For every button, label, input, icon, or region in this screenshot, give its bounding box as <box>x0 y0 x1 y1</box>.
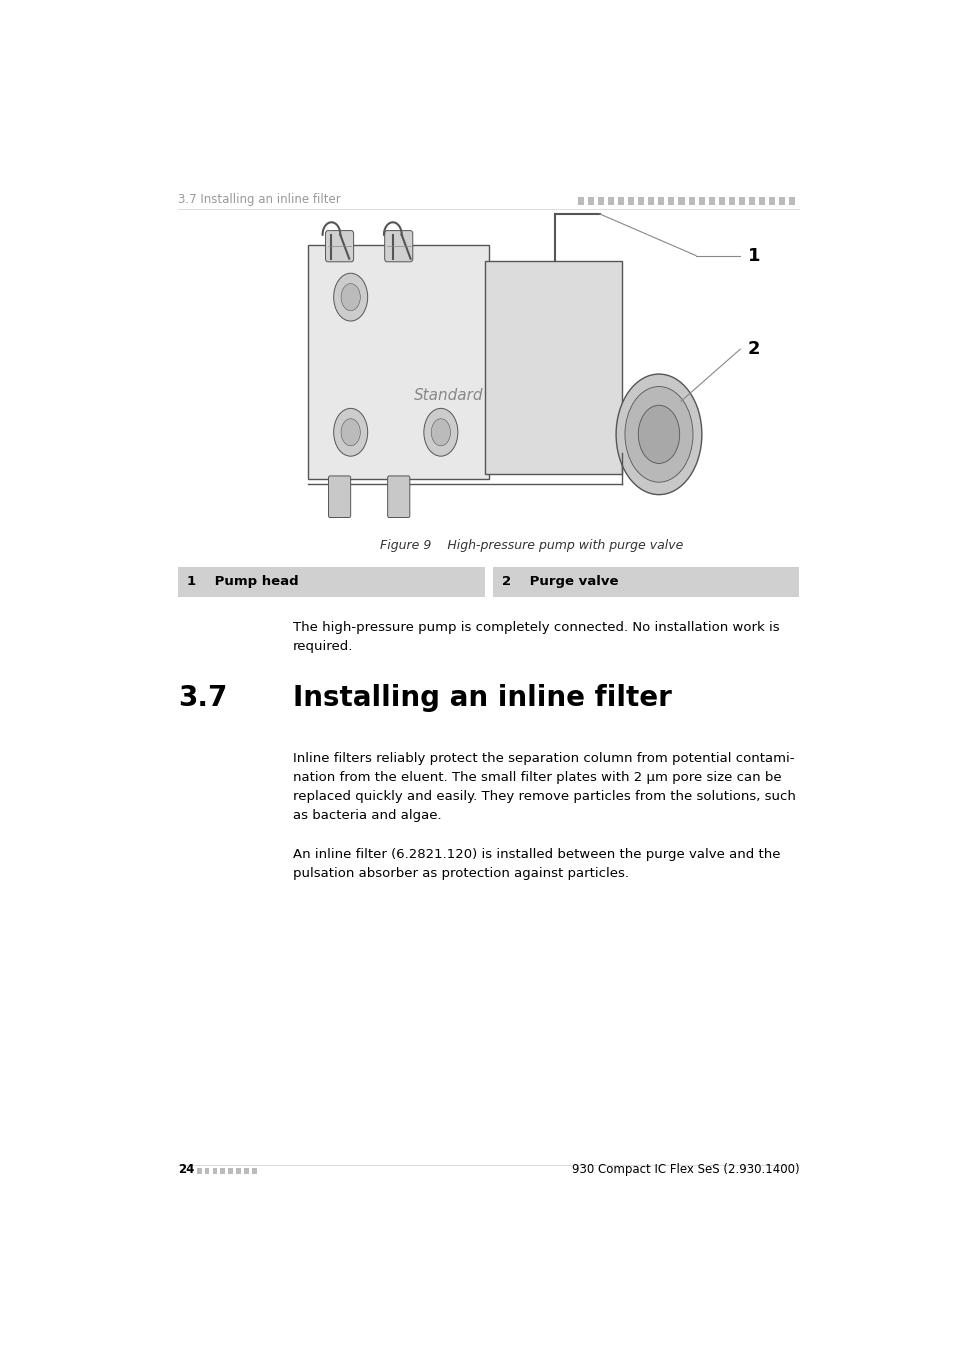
FancyBboxPatch shape <box>678 197 684 205</box>
FancyBboxPatch shape <box>698 197 704 205</box>
FancyBboxPatch shape <box>196 1168 201 1174</box>
FancyBboxPatch shape <box>205 1168 210 1174</box>
FancyBboxPatch shape <box>728 197 734 205</box>
Text: Installing an inline filter: Installing an inline filter <box>293 684 671 711</box>
FancyBboxPatch shape <box>228 1168 233 1174</box>
FancyBboxPatch shape <box>739 197 744 205</box>
FancyBboxPatch shape <box>618 197 623 205</box>
FancyBboxPatch shape <box>236 1168 240 1174</box>
FancyBboxPatch shape <box>748 197 755 205</box>
FancyBboxPatch shape <box>759 197 764 205</box>
FancyBboxPatch shape <box>627 197 634 205</box>
Circle shape <box>624 386 692 482</box>
FancyBboxPatch shape <box>244 1168 249 1174</box>
FancyBboxPatch shape <box>387 477 410 517</box>
Text: Inline filters reliably protect the separation column from potential contami-
na: Inline filters reliably protect the sepa… <box>293 752 795 822</box>
Text: 24: 24 <box>178 1162 194 1176</box>
Text: The high-pressure pump is completely connected. No installation work is
required: The high-pressure pump is completely con… <box>293 621 779 653</box>
FancyBboxPatch shape <box>252 1168 256 1174</box>
FancyBboxPatch shape <box>718 197 724 205</box>
FancyBboxPatch shape <box>668 197 674 205</box>
Text: 2    Purge valve: 2 Purge valve <box>501 575 618 589</box>
Text: 1    Pump head: 1 Pump head <box>187 575 298 589</box>
FancyBboxPatch shape <box>779 197 784 205</box>
Text: 3.7: 3.7 <box>178 684 228 711</box>
Text: An inline filter (6.2821.120) is installed between the purge valve and the
pulsa: An inline filter (6.2821.120) is install… <box>293 848 780 880</box>
Circle shape <box>341 284 360 310</box>
Circle shape <box>423 408 457 456</box>
FancyBboxPatch shape <box>485 261 621 474</box>
Text: 1: 1 <box>747 247 760 265</box>
FancyBboxPatch shape <box>384 231 413 262</box>
FancyBboxPatch shape <box>647 197 654 205</box>
Text: 3.7 Installing an inline filter: 3.7 Installing an inline filter <box>178 193 341 205</box>
FancyBboxPatch shape <box>598 197 603 205</box>
Text: Figure 9    High-pressure pump with purge valve: Figure 9 High-pressure pump with purge v… <box>379 540 682 552</box>
FancyBboxPatch shape <box>308 246 488 479</box>
FancyBboxPatch shape <box>325 231 354 262</box>
Text: 930 Compact IC Flex SeS (2.930.1400): 930 Compact IC Flex SeS (2.930.1400) <box>571 1162 799 1176</box>
FancyBboxPatch shape <box>708 197 714 205</box>
Circle shape <box>431 418 450 446</box>
Circle shape <box>616 374 701 494</box>
FancyBboxPatch shape <box>768 197 775 205</box>
Circle shape <box>341 418 360 446</box>
FancyBboxPatch shape <box>587 197 593 205</box>
FancyBboxPatch shape <box>658 197 663 205</box>
FancyBboxPatch shape <box>688 197 694 205</box>
FancyBboxPatch shape <box>492 567 799 597</box>
FancyBboxPatch shape <box>577 197 583 205</box>
Circle shape <box>638 405 679 463</box>
FancyBboxPatch shape <box>788 197 795 205</box>
FancyBboxPatch shape <box>178 567 485 597</box>
Text: 2: 2 <box>747 340 760 358</box>
FancyBboxPatch shape <box>607 197 614 205</box>
FancyBboxPatch shape <box>213 1168 217 1174</box>
Circle shape <box>334 273 367 321</box>
FancyBboxPatch shape <box>328 477 351 517</box>
FancyBboxPatch shape <box>638 197 643 205</box>
Circle shape <box>334 408 367 456</box>
Text: Standard: Standard <box>413 389 482 404</box>
FancyBboxPatch shape <box>220 1168 225 1174</box>
